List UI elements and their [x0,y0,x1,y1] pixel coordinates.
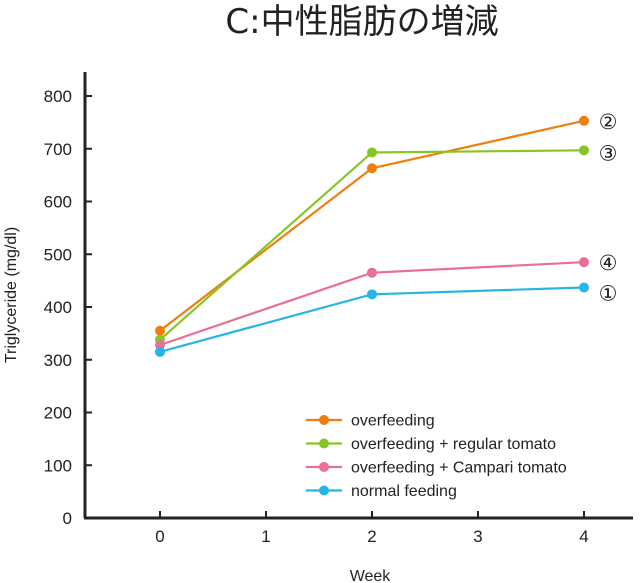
data-point [367,163,377,174]
data-point [155,325,165,336]
x-tick-label: 3 [473,527,482,546]
x-tick-label: 0 [155,527,164,546]
series-line [159,149,585,341]
legend-item: overfeeding [306,413,435,430]
legend-swatch-point [319,485,329,496]
series-end-label: ③ [599,141,618,165]
series-end-label: ④ [599,251,618,275]
x-tick-label: 2 [367,527,376,546]
legend: overfeeding overfeeding + regular tomato o… [306,413,567,500]
legend-swatch-point [319,438,329,449]
data-point [367,267,377,278]
data-point [579,145,589,156]
series-3: ④ [155,251,617,350]
legend-label: normal feeding [351,483,457,500]
series-end-label: ① [599,281,618,305]
data-point [155,339,165,350]
legend-swatch-point [319,415,329,425]
legend-label: overfeeding + Campari tomato [351,460,567,477]
legend-item: overfeeding + regular tomato [306,436,556,453]
data-point [367,289,377,300]
x-tick-label: 4 [579,527,588,546]
y-tick-label: 200 [44,404,72,423]
series-2: ③ [155,141,618,345]
y-tick-label: 100 [44,456,72,475]
data-point [579,115,589,126]
y-tick-label: 600 [44,193,72,212]
data-point [155,346,165,357]
legend-label: overfeeding + regular tomato [351,436,556,453]
series-1: ② [155,110,617,336]
y-tick-label: 500 [44,245,72,264]
data-point [367,147,377,158]
series-end-label: ② [599,110,618,134]
series-4: ① [155,281,618,357]
x-ticks: 0 1 2 3 4 [155,511,589,546]
y-tick-label: 0 [63,509,72,528]
legend-swatch-point [319,462,329,472]
axes [83,72,633,520]
legend-item: overfeeding + Campari tomato [306,460,567,477]
x-tick-label: 1 [261,527,270,546]
chart-title: C:中性脂肪の増減 [225,2,498,42]
x-axis-label: Week [350,568,392,583]
y-tick-label: 400 [44,298,72,317]
series-group: ② ③ ④ ① [155,110,617,357]
y-tick-label: 700 [44,140,72,159]
legend-label: overfeeding [351,413,435,430]
data-point [579,257,589,268]
y-tick-label: 800 [44,87,72,106]
y-axis-label: Triglyceride (mg/dl) [3,227,20,363]
y-ticks: 0 100 200 300 400 500 600 700 800 [44,87,92,528]
legend-item: normal feeding [306,483,457,500]
y-tick-label: 300 [44,351,72,370]
data-point [579,282,589,293]
